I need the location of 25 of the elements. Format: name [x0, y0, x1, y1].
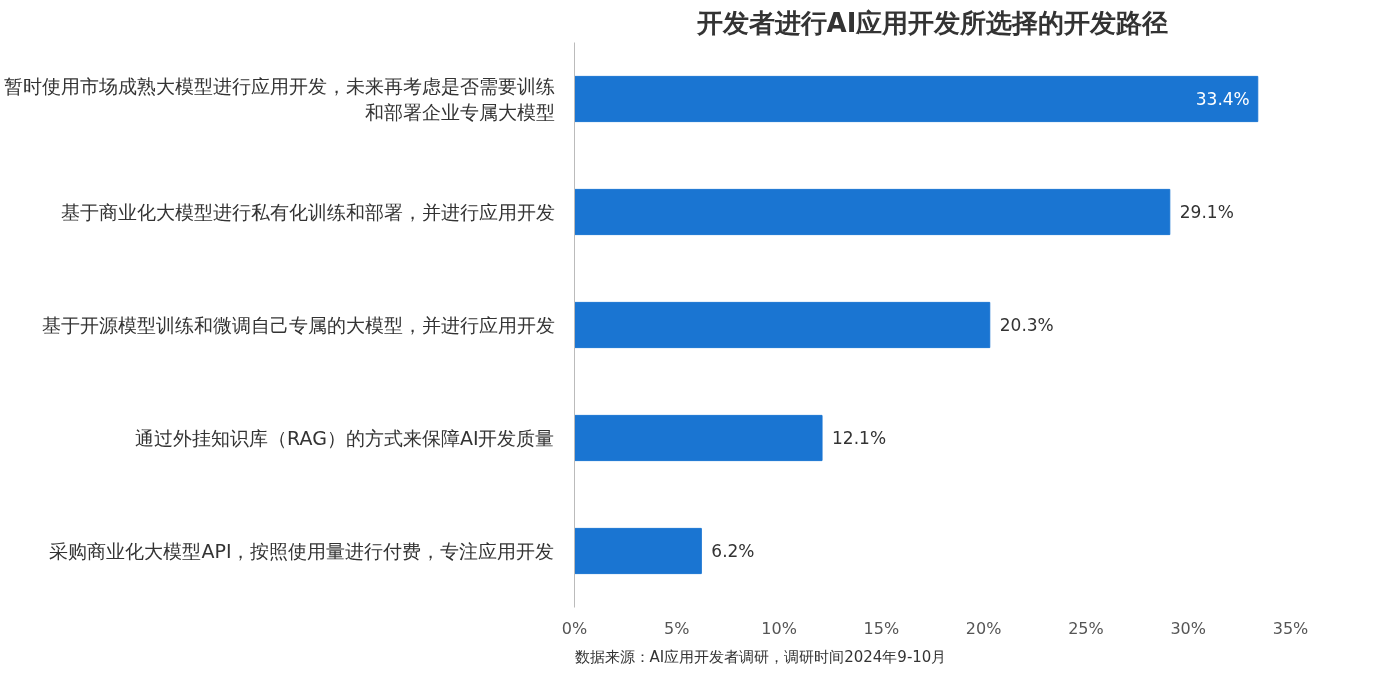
y-tick-label: 暂时使用市场成熟大模型进行应用开发，未来再考虑是否需要训练和部署企业专属大模型: [3, 74, 555, 124]
bar: [574, 188, 1171, 236]
bar: [574, 527, 702, 575]
x-tick-label: 10%: [761, 618, 797, 638]
y-tick-label: 基于开源模型训练和微调自己专属的大模型，并进行应用开发: [41, 314, 555, 336]
x-tick-label: 30%: [1170, 618, 1206, 638]
x-tick-label: 15%: [863, 618, 900, 638]
data-label: 12.1%: [832, 428, 887, 448]
y-tick-label: 通过外挂知识库（RAG）的方式来保障AI开发质量: [135, 427, 555, 449]
x-tick-label: 35%: [1272, 618, 1309, 638]
data-label: 29.1%: [1179, 202, 1234, 222]
data-label: 33.4%: [1195, 89, 1250, 109]
source-note: 数据来源：AI应用开发者调研，调研时间2024年9-10月: [574, 647, 947, 666]
x-tick-label: 25%: [1068, 618, 1104, 638]
x-tick-label: 0%: [561, 618, 588, 638]
x-tick-label: 20%: [965, 618, 1002, 638]
y-tick-label: 采购商业化大模型API，按照使用量进行付费，专注应用开发: [49, 540, 555, 562]
x-tick-label: 5%: [664, 618, 690, 638]
chart-title: 开发者进行AI应用开发所选择的开发路径: [695, 7, 1169, 38]
bar: [574, 414, 823, 462]
data-label: 6.2%: [711, 541, 755, 561]
bar: [574, 75, 1259, 123]
y-tick-label: 基于商业化大模型进行私有化训练和部署，并进行应用开发: [60, 201, 555, 223]
data-label: 20.3%: [999, 315, 1054, 335]
bar: [574, 301, 991, 349]
